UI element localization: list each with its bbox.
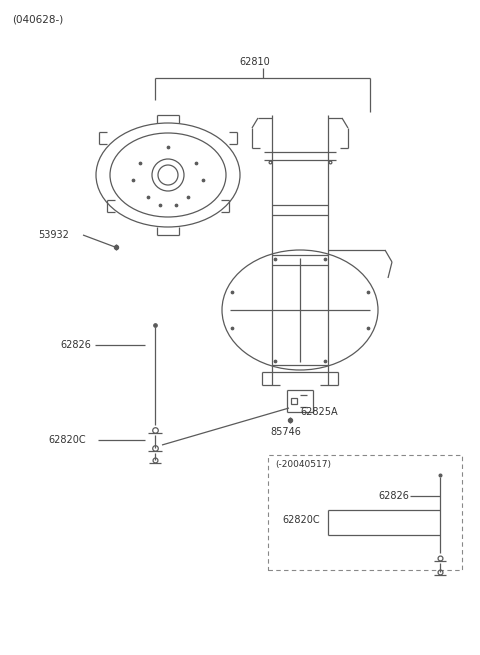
Text: (040628-): (040628-) <box>12 15 63 25</box>
Text: 62826: 62826 <box>378 491 409 501</box>
Text: 62810: 62810 <box>240 57 270 67</box>
Text: 53932: 53932 <box>38 230 69 240</box>
Text: 62826: 62826 <box>60 340 91 350</box>
Text: (-20040517): (-20040517) <box>275 460 331 470</box>
Text: 62820C: 62820C <box>48 435 85 445</box>
Text: 62820C: 62820C <box>282 515 320 525</box>
Text: 62825A: 62825A <box>300 407 337 417</box>
Text: 85746: 85746 <box>270 427 301 437</box>
Bar <box>268 455 462 570</box>
